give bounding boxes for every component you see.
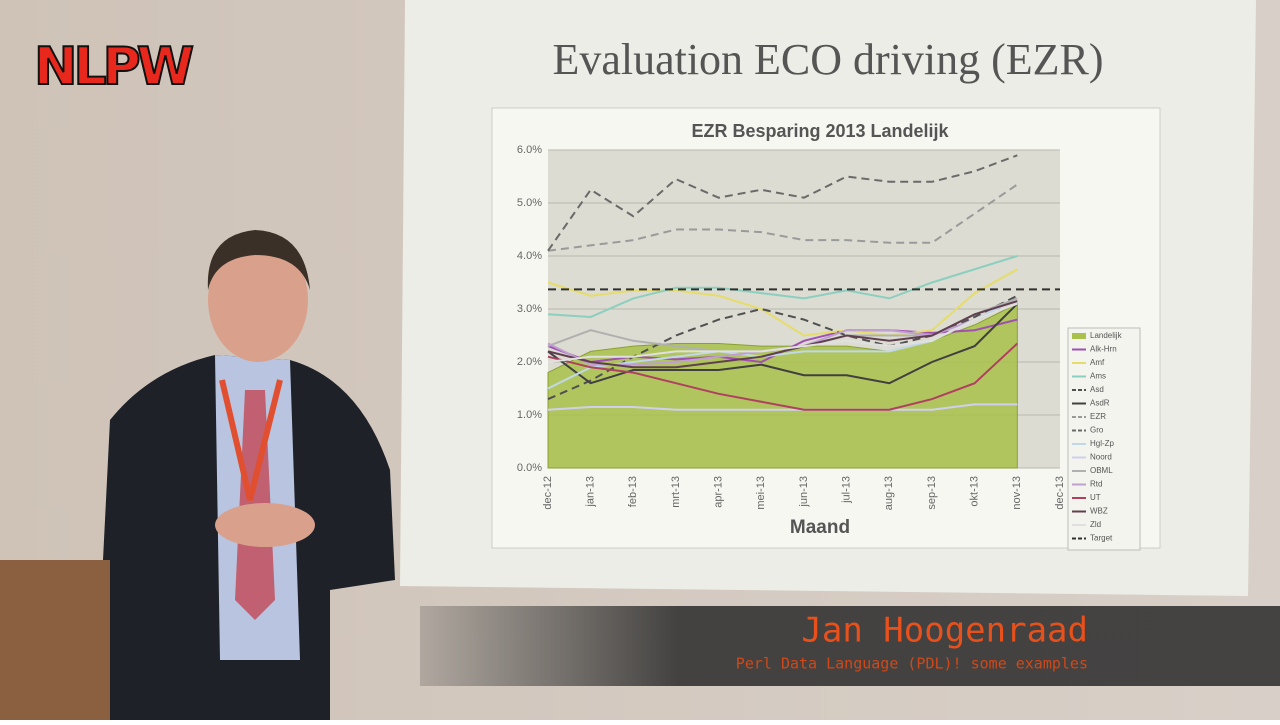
y-tick-label: 1.0% — [517, 409, 542, 421]
x-tick-label: nov-13 — [1011, 476, 1023, 510]
series-line — [547, 154, 1018, 252]
legend — [1067, 327, 1141, 551]
chart-title: EZR Besparing 2013 Landelijk — [691, 121, 949, 141]
x-tick-label: dec-12 — [542, 476, 554, 510]
y-tick-label: 4.0% — [517, 250, 542, 262]
legend-swatch — [1072, 333, 1086, 339]
series-line — [547, 183, 1018, 252]
legend-label: Rtd — [1090, 480, 1102, 489]
x-tick-label: jan-13 — [585, 476, 597, 508]
series-line — [547, 255, 1018, 318]
presenter — [95, 230, 395, 720]
x-tick-label: okt-13 — [969, 476, 981, 507]
x-tick-label: feb-13 — [627, 476, 639, 507]
legend-label: Hgl-Zp — [1090, 439, 1115, 448]
legend-label: Zld — [1090, 520, 1101, 529]
legend-label: Asd — [1090, 385, 1104, 394]
legend-label: Amf — [1090, 358, 1105, 367]
x-tick-label: aug-13 — [883, 476, 895, 510]
x-tick-label: sep-13 — [926, 476, 938, 510]
y-tick-label: 6.0% — [517, 144, 542, 156]
y-tick-label: 5.0% — [517, 197, 542, 209]
series-line — [547, 403, 1018, 411]
caption-bar — [420, 606, 1280, 686]
legend-label: EZR — [1090, 412, 1106, 421]
y-tick-label: 0.0% — [517, 462, 542, 474]
legend-label: Landelijk — [1090, 331, 1123, 340]
x-tick-label: mrt-13 — [670, 476, 682, 508]
caption-name: Jan Hoogenraad — [801, 611, 1088, 651]
x-axis-label: Maand — [790, 517, 850, 538]
legend-label: UT — [1090, 493, 1101, 502]
legend-label: Target — [1090, 534, 1113, 543]
y-tick-label: 2.0% — [517, 356, 542, 368]
legend-label: Ams — [1090, 372, 1106, 381]
legend-label: Noord — [1090, 453, 1112, 462]
slide-title: Evaluation ECO driving (EZR) — [552, 35, 1103, 84]
legend-label: AsdR — [1090, 399, 1110, 408]
x-tick-label: apr-13 — [713, 476, 725, 508]
y-tick-label: 3.0% — [517, 303, 542, 315]
series-line — [547, 268, 1018, 337]
logo: NLPW — [34, 37, 193, 97]
legend-label: OBML — [1090, 466, 1113, 475]
legend-label: Alk-Hrn — [1090, 345, 1117, 354]
series-line — [547, 342, 1019, 411]
caption-subtitle: Perl Data Language (PDL)! some examples — [736, 655, 1088, 673]
chart: EZR Besparing 2013 Landelijk Maand 0.0% 1… — [517, 121, 1123, 543]
x-tick-label: jun-13 — [798, 476, 810, 508]
legend-label: Gro — [1090, 426, 1104, 435]
series-line — [547, 302, 1018, 363]
chair — [0, 560, 110, 720]
x-tick-label: dec-13 — [1054, 476, 1066, 510]
legend-label: WBZ — [1090, 507, 1108, 516]
x-tick-label: mei-13 — [755, 476, 767, 510]
x-tick-label: jul-13 — [841, 476, 853, 504]
series-line — [547, 300, 1018, 369]
